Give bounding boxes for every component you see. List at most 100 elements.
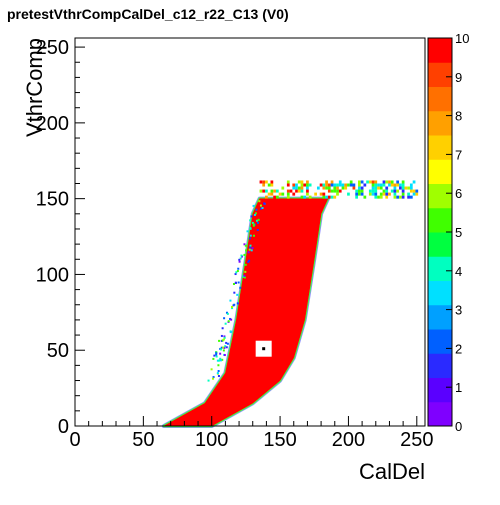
colorbar-tick-label: 10 bbox=[455, 31, 469, 46]
plateau-cell bbox=[396, 189, 400, 193]
edge-noise-cell bbox=[219, 348, 222, 351]
plateau-cell bbox=[275, 195, 279, 199]
plateau-cell bbox=[295, 186, 298, 190]
plateau-cell bbox=[371, 189, 375, 193]
plateau-cell bbox=[270, 189, 274, 193]
x-tick-label: 200 bbox=[332, 429, 365, 451]
edge-noise-cell bbox=[236, 302, 239, 305]
plateau-cell bbox=[336, 192, 339, 196]
x-tick-label: 150 bbox=[263, 429, 296, 451]
edge-noise-cell bbox=[243, 276, 246, 279]
plateau-cell bbox=[347, 192, 350, 196]
plateau-cell bbox=[330, 183, 334, 187]
plateau-cell bbox=[300, 195, 304, 199]
plateau-cell bbox=[401, 189, 405, 193]
edge-noise-cell bbox=[231, 305, 234, 308]
plot-title: pretestVthrCompCalDel_c12_r22_C13 (V0) bbox=[7, 6, 289, 22]
plateau-cell bbox=[393, 183, 397, 187]
edge-noise-cell bbox=[223, 335, 226, 338]
plateau-cell bbox=[399, 186, 402, 190]
edge-noise-cell bbox=[250, 215, 253, 218]
edge-noise-cell bbox=[224, 322, 227, 325]
edge-noise-cell bbox=[221, 358, 224, 361]
plateau-cell bbox=[352, 183, 356, 187]
plateau-cell bbox=[379, 195, 383, 199]
plateau-cell bbox=[265, 189, 268, 193]
plateau-cell bbox=[308, 183, 312, 187]
y-tick-label: 0 bbox=[58, 416, 69, 438]
colorbar-band bbox=[428, 207, 452, 233]
plateau-cell bbox=[297, 180, 301, 184]
plateau-cell bbox=[273, 195, 276, 199]
plateau-cell bbox=[316, 186, 320, 190]
plateau-cell bbox=[336, 189, 339, 193]
plateau-cell bbox=[382, 192, 386, 196]
plateau-cell bbox=[344, 186, 348, 190]
colorbar-band bbox=[428, 135, 452, 160]
edge-noise-cell bbox=[238, 260, 241, 263]
edge-noise-cell bbox=[236, 293, 239, 296]
edge-noise-cell bbox=[225, 311, 228, 314]
edge-noise-cell bbox=[252, 223, 255, 226]
plateau-cell bbox=[286, 192, 290, 196]
edge-noise-cell bbox=[215, 352, 218, 355]
edge-noise-cell bbox=[257, 218, 260, 221]
colorbar-band bbox=[428, 183, 452, 209]
colorbar-band bbox=[428, 377, 452, 403]
edge-noise-cell bbox=[255, 208, 258, 211]
plateau-cell bbox=[330, 195, 334, 199]
edge-noise-cell bbox=[248, 248, 251, 251]
plateau-cell bbox=[265, 195, 268, 199]
plateau-cell bbox=[374, 186, 378, 190]
colorbar-tick-label: 2 bbox=[455, 341, 462, 356]
plateau-cell bbox=[360, 192, 364, 196]
edge-noise-cell bbox=[255, 219, 258, 222]
plateau-cell bbox=[388, 180, 391, 184]
colorbar-tick-label: 0 bbox=[455, 419, 462, 434]
plateau-cell bbox=[292, 192, 296, 196]
plateau-cell bbox=[412, 180, 416, 184]
plateau-cell bbox=[358, 189, 361, 193]
plateau-cell bbox=[330, 189, 334, 193]
edge-noise-cell bbox=[240, 254, 243, 257]
edge-noise-cell bbox=[261, 207, 264, 210]
plateau-cell bbox=[371, 183, 375, 187]
plateau-cell bbox=[306, 180, 309, 184]
edge-noise-cell bbox=[252, 234, 255, 237]
plateau-cell bbox=[292, 186, 296, 190]
edge-noise-cell bbox=[223, 336, 226, 339]
x-tick-label: 100 bbox=[195, 429, 228, 451]
edge-noise-cell bbox=[220, 334, 223, 337]
edge-noise-cell bbox=[234, 281, 237, 284]
plateau-cell bbox=[388, 183, 391, 187]
plateau-cell bbox=[371, 186, 375, 190]
edge-noise-cell bbox=[226, 342, 229, 345]
plateau-cell bbox=[336, 183, 339, 187]
plateau-cell bbox=[333, 195, 337, 199]
edge-noise-cell bbox=[251, 247, 254, 250]
edge-noise-cell bbox=[212, 357, 215, 360]
plateau-cell bbox=[393, 195, 397, 199]
plateau-cell bbox=[393, 186, 397, 190]
plateau-cell bbox=[363, 195, 367, 199]
edge-noise-cell bbox=[224, 345, 227, 348]
edge-noise-cell bbox=[259, 207, 262, 210]
edge-noise-cell bbox=[246, 230, 249, 233]
plateau-cell bbox=[344, 183, 348, 187]
edge-noise-cell bbox=[218, 339, 221, 342]
plateau-cell bbox=[407, 186, 410, 190]
plateau-cell bbox=[377, 183, 380, 187]
edge-noise-cell bbox=[221, 327, 224, 330]
edge-noise-cell bbox=[251, 221, 254, 224]
plateau-cell bbox=[273, 189, 276, 193]
edge-noise-cell bbox=[237, 267, 240, 270]
edge-noise-cell bbox=[244, 263, 247, 266]
edge-noise-cell bbox=[230, 318, 233, 321]
plateau-cell bbox=[385, 189, 389, 193]
plateau-cell bbox=[399, 195, 402, 199]
plateau-cell bbox=[374, 180, 378, 184]
edge-noise-cell bbox=[237, 281, 240, 284]
edge-noise-cell bbox=[225, 341, 228, 344]
